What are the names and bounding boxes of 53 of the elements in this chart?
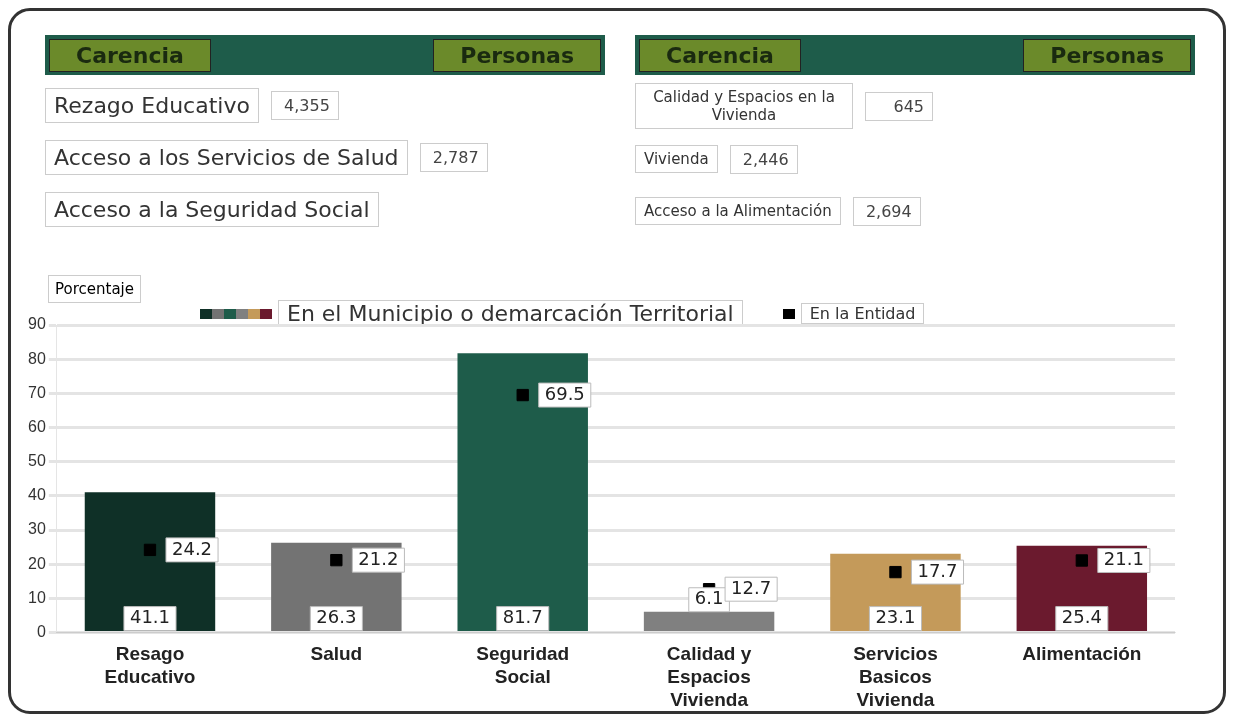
bar <box>457 353 588 632</box>
data-label: 25.4 <box>1061 606 1102 628</box>
category-label: Rezago Educativo <box>45 87 259 123</box>
bar <box>643 611 775 632</box>
data-label: 81.7 <box>502 606 543 628</box>
data-label: 21.1 <box>1103 548 1144 570</box>
point <box>516 388 529 402</box>
text: 2,446 <box>742 149 789 169</box>
text: Personas <box>1050 42 1164 68</box>
data-label: 26.3 <box>316 606 357 628</box>
y-tick-label: 40 <box>28 486 46 504</box>
legend-label: En la Entidad <box>800 303 925 324</box>
category-label: Acceso a la Alimentación <box>635 197 841 225</box>
y-tick-label: 50 <box>28 452 46 470</box>
y-tick-label: 0 <box>36 623 46 641</box>
text: 2,694 <box>865 201 912 221</box>
y-axis-title: Porcentaje <box>48 275 141 303</box>
data-label: 6.1 <box>694 587 724 609</box>
x-tick-label: Salud <box>310 643 363 665</box>
data-label: 17.7 <box>917 559 958 581</box>
text: Personas <box>433 38 601 72</box>
y-tick-label: 20 <box>28 554 46 572</box>
point <box>330 553 343 567</box>
category-label: Acceso a los Servicios de Salud <box>45 139 408 175</box>
data-label: 12.7 <box>731 576 772 598</box>
text: Carencia <box>666 42 774 68</box>
data-label: 41.1 <box>129 606 171 628</box>
text: 645 <box>893 96 924 116</box>
data-label: 69.5 <box>544 382 585 404</box>
category-label: Calidad y Espacios en la Vivienda <box>635 83 853 129</box>
data-label: 23.1 <box>875 606 916 628</box>
category-label: Acceso a la Seguridad Social <box>45 191 379 227</box>
point <box>889 565 902 579</box>
category-label: Vivienda <box>635 145 718 173</box>
text: 2,787 <box>432 147 479 167</box>
point <box>1075 554 1088 567</box>
text: Carencia <box>49 38 211 72</box>
x-tick-label: Seguridad Social <box>476 643 570 688</box>
x-tick-label: Servicios Basicos Vivienda <box>853 643 938 710</box>
y-tick-label: 30 <box>28 520 46 538</box>
y-tick-label: 10 <box>28 588 46 606</box>
y-tick-label: 60 <box>28 417 46 435</box>
text: 4,355 <box>284 95 330 115</box>
y-tick-label: 90 <box>28 315 46 333</box>
x-tick-label: Calidad y Espacios Vivienda <box>666 643 752 710</box>
y-tick-label: 80 <box>28 349 46 367</box>
data-label: 21.2 <box>358 547 399 569</box>
x-tick-label: Resago Educativo <box>104 643 196 688</box>
x-tick-label: Alimentación <box>1022 643 1142 665</box>
data-label: 24.2 <box>171 537 213 559</box>
legend-label: En el Municipio o demarcación Territorial <box>278 300 743 327</box>
point <box>143 543 157 557</box>
y-tick-label: 70 <box>28 383 46 401</box>
